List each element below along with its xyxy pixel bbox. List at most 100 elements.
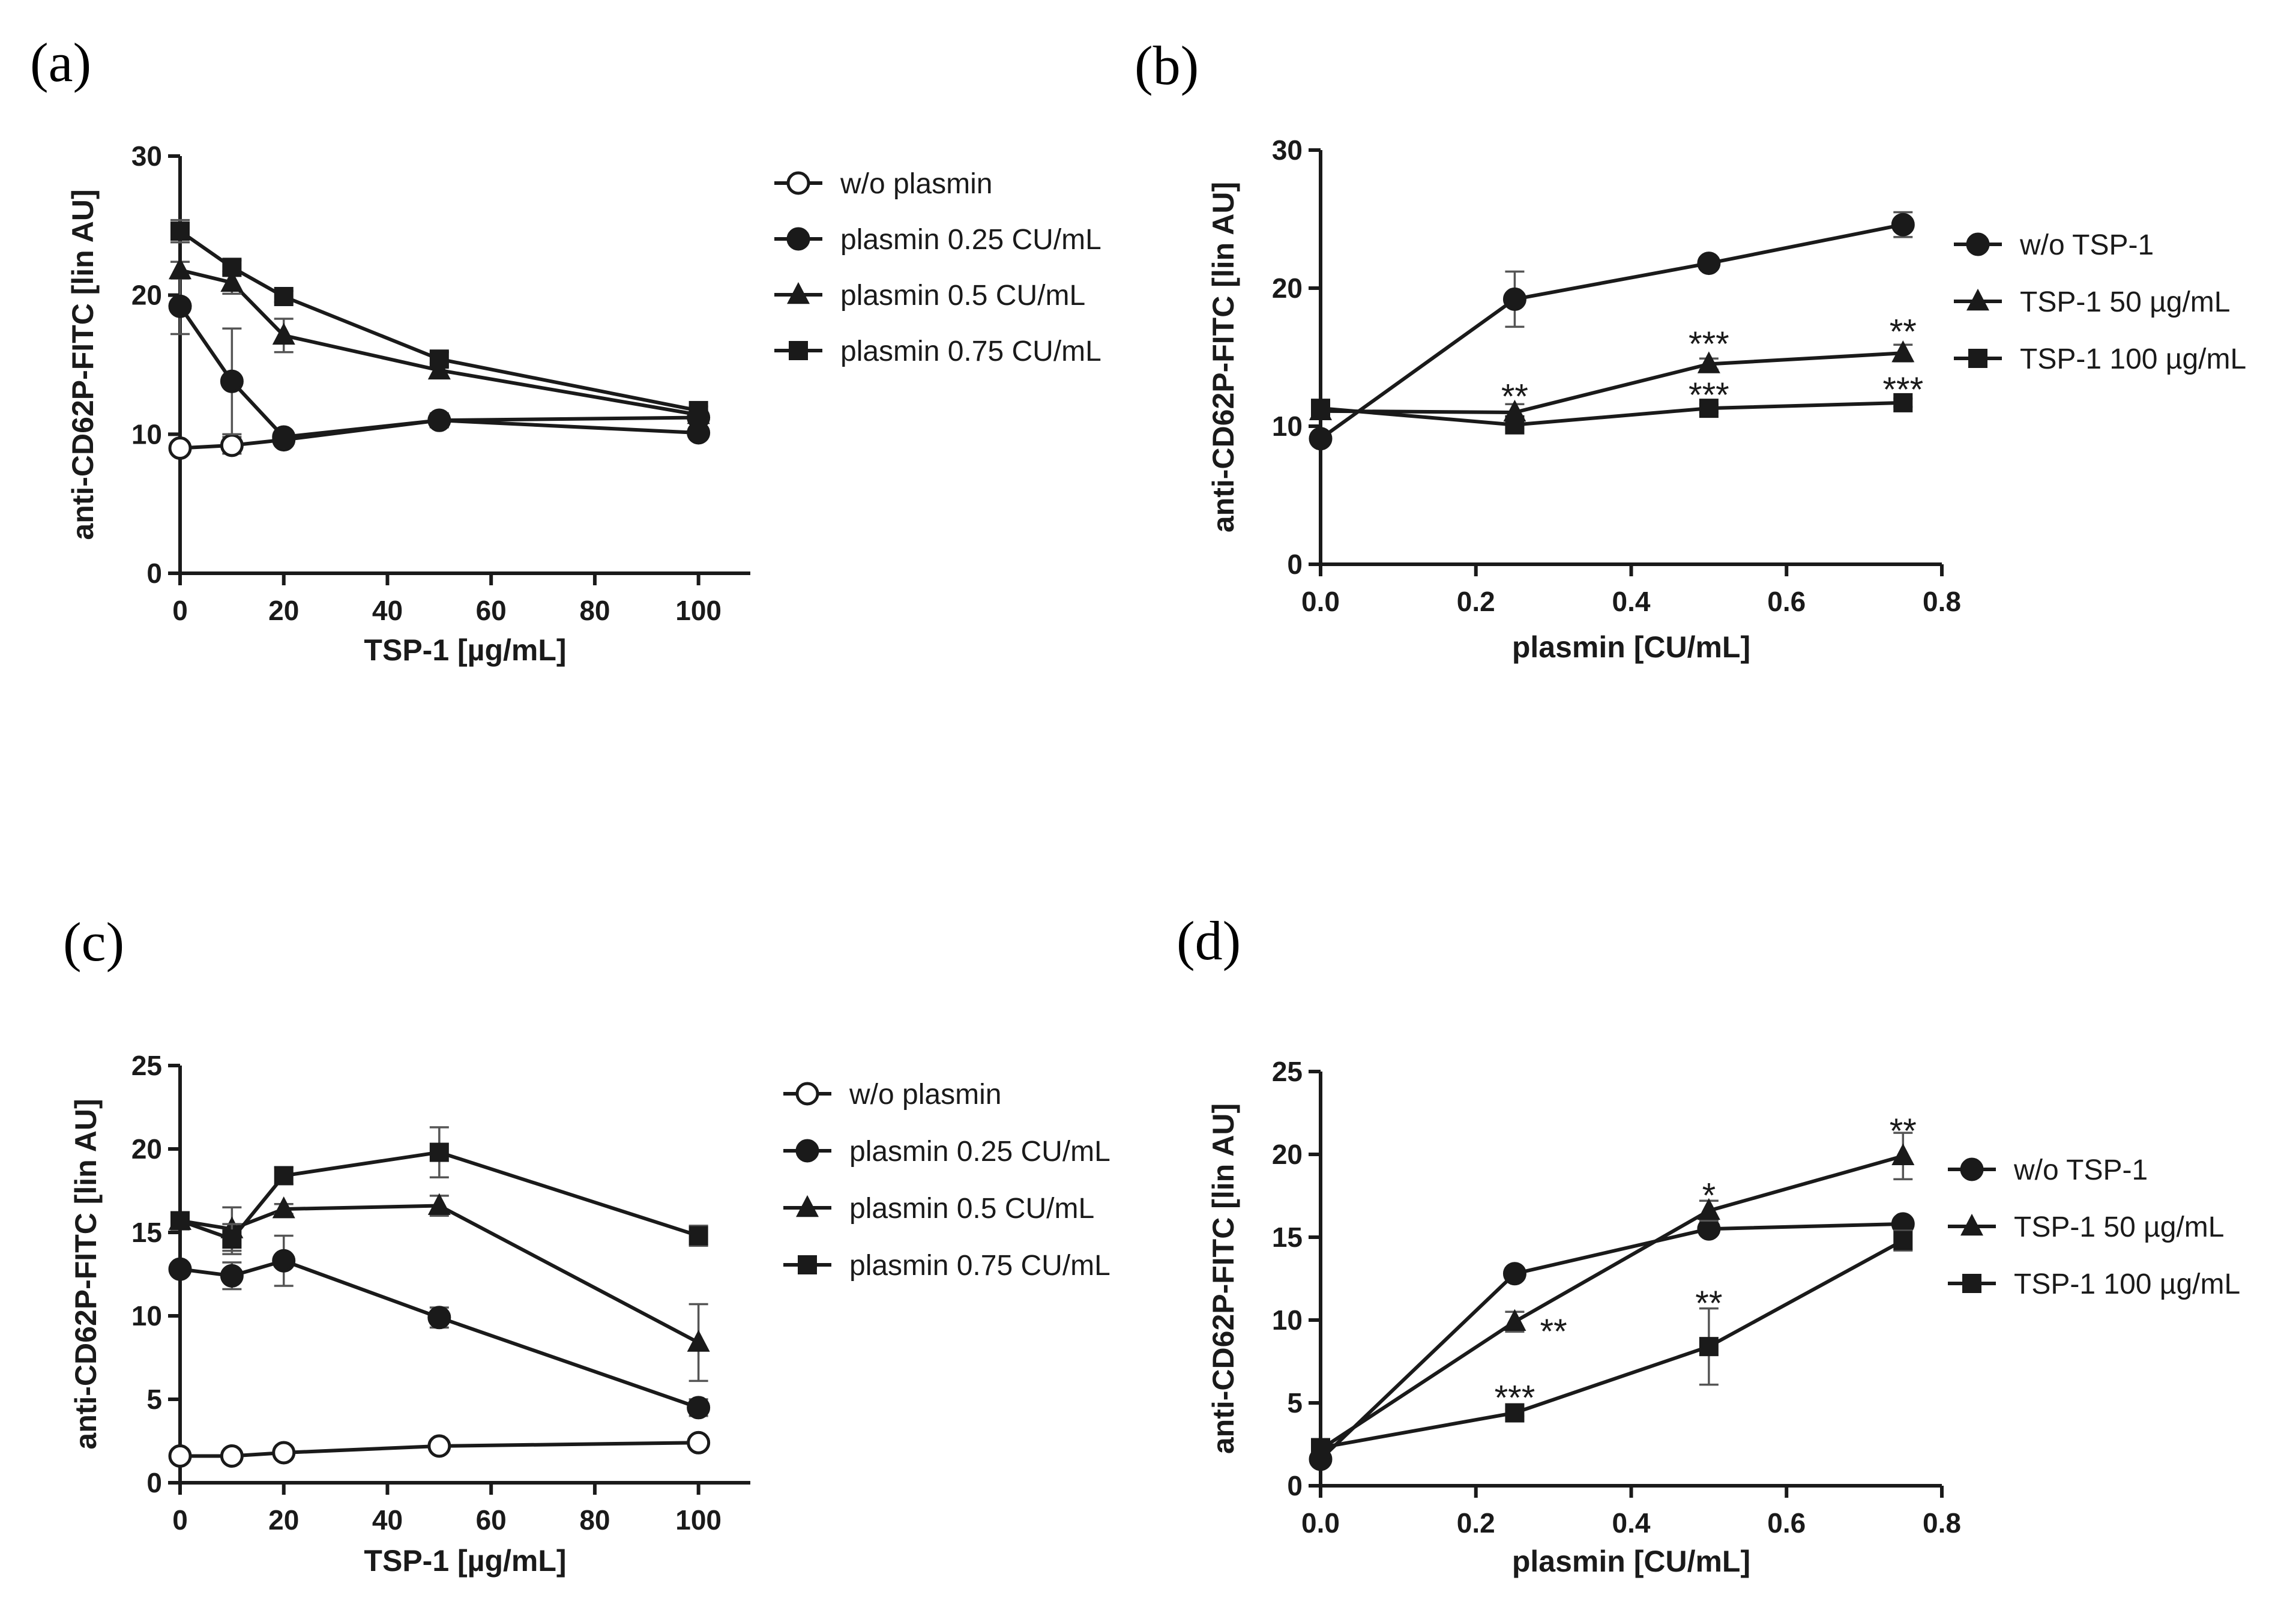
x-tick-label: 0.8 bbox=[1923, 586, 1961, 617]
series-plasmin-0-5-cu-ml bbox=[169, 1193, 710, 1382]
legend-marker bbox=[795, 1139, 819, 1163]
y-tick-label: 0 bbox=[146, 558, 162, 589]
x-axis-title: plasmin [CU/mL] bbox=[1512, 1545, 1750, 1578]
data-point bbox=[272, 322, 295, 345]
legend-marker bbox=[1968, 349, 1987, 368]
series-line bbox=[1319, 1154, 1904, 1451]
x-tick-label: 20 bbox=[268, 595, 299, 626]
y-tick-label: 0 bbox=[146, 1467, 162, 1498]
legend-marker bbox=[1962, 1274, 1981, 1293]
legend-item: plasmin 0.75 CU/mL bbox=[783, 1250, 1110, 1282]
legend-label: plasmin 0.5 CU/mL bbox=[849, 1193, 1094, 1225]
panel-label: (c) bbox=[63, 911, 124, 972]
y-tick-label: 5 bbox=[1287, 1387, 1303, 1419]
data-point bbox=[427, 1434, 451, 1458]
series-plasmin-0-25-cu-ml bbox=[168, 1234, 711, 1420]
legend-item: TSP-1 100 µg/mL bbox=[1954, 343, 2246, 375]
chart-panel-c: (c) 0 5 10 15 20 25 0 20 40 60 80 100 TSP-1 [µg/mL] an… bbox=[63, 911, 1110, 1578]
y-tick-label: 20 bbox=[131, 280, 162, 311]
series-w-o-tsp-1 bbox=[1309, 1212, 1915, 1471]
significance-annotation: * bbox=[1702, 1177, 1716, 1216]
y-tick-label: 0 bbox=[1287, 1470, 1303, 1501]
legend-label: w/o TSP-1 bbox=[2019, 229, 2154, 261]
data-point bbox=[687, 1396, 711, 1420]
data-point bbox=[1699, 1337, 1719, 1357]
y-tick-label: 10 bbox=[131, 418, 162, 450]
data-point bbox=[429, 1142, 449, 1162]
legend-label: TSP-1 100 µg/mL bbox=[2020, 343, 2246, 375]
legend-marker bbox=[1966, 232, 1990, 256]
legend-marker bbox=[787, 282, 810, 304]
x-tick-label: 0.2 bbox=[1457, 1507, 1495, 1539]
data-point bbox=[168, 294, 192, 318]
data-point bbox=[1697, 1198, 1720, 1220]
y-tick-label: 0 bbox=[1287, 549, 1303, 580]
legend-label: plasmin 0.25 CU/mL bbox=[840, 224, 1101, 256]
legend-marker bbox=[795, 1082, 819, 1106]
significance-annotation: *** bbox=[1882, 370, 1923, 409]
series-line bbox=[1320, 351, 1903, 415]
legend-marker bbox=[786, 171, 810, 195]
x-tick-label: 0.6 bbox=[1767, 586, 1806, 617]
y-tick-label: 15 bbox=[131, 1217, 162, 1248]
series-tsp-1-100-g-ml bbox=[1311, 393, 1913, 435]
significance-annotation: ** bbox=[1890, 312, 1917, 351]
y-axis-title: anti-CD62P-FITC [lin AU] bbox=[1207, 1103, 1240, 1454]
legend-item: TSP-1 50 µg/mL bbox=[1948, 1211, 2224, 1243]
legend-label: plasmin 0.75 CU/mL bbox=[849, 1250, 1110, 1282]
data-point bbox=[168, 436, 192, 460]
data-point bbox=[1891, 1143, 1915, 1166]
y-axis-title: anti-CD62P-FITC [lin AU] bbox=[66, 189, 100, 540]
legend-item: TSP-1 50 µg/mL bbox=[1954, 286, 2230, 318]
x-tick-label: 0.4 bbox=[1612, 586, 1651, 617]
y-axis-title: anti-CD62P-FITC [lin AU] bbox=[69, 1099, 103, 1449]
legend-item: w/o TSP-1 bbox=[1954, 229, 2154, 261]
chart-panel-a: (a) 0 10 20 30 0 20 40 60 80 100 TSP-1 [µg/mL] anti-… bbox=[30, 32, 1101, 667]
data-point bbox=[220, 369, 244, 393]
significance-annotation: *** bbox=[1495, 1378, 1535, 1417]
legend-label: plasmin 0.25 CU/mL bbox=[849, 1136, 1110, 1168]
panel-label: (b) bbox=[1134, 35, 1199, 96]
series-line bbox=[1320, 400, 1903, 427]
data-point bbox=[222, 1229, 242, 1249]
y-tick-label: 20 bbox=[1272, 273, 1303, 304]
legend-marker bbox=[796, 1195, 819, 1217]
data-point bbox=[1893, 1231, 1913, 1250]
y-tick-label: 20 bbox=[131, 1133, 162, 1165]
data-point bbox=[688, 400, 708, 420]
y-tick-label: 20 bbox=[1272, 1139, 1303, 1170]
data-point bbox=[688, 1226, 708, 1246]
legend-marker bbox=[1960, 1213, 1983, 1236]
legend-item: plasmin 0.75 CU/mL bbox=[774, 336, 1101, 367]
data-point bbox=[1891, 213, 1915, 237]
significance-annotation: ** bbox=[1695, 1284, 1722, 1323]
series-w-o-tsp-1 bbox=[1309, 211, 1915, 451]
x-tick-label: 60 bbox=[476, 595, 507, 626]
legend-item: plasmin 0.5 CU/mL bbox=[783, 1193, 1094, 1225]
data-point bbox=[272, 1249, 296, 1273]
data-point bbox=[1697, 1217, 1721, 1241]
data-point bbox=[170, 222, 190, 241]
x-tick-label: 0.8 bbox=[1923, 1507, 1961, 1539]
y-tick-label: 10 bbox=[1272, 1304, 1303, 1336]
significance-annotation: ** bbox=[1501, 378, 1528, 417]
data-point bbox=[274, 286, 294, 306]
legend-label: plasmin 0.75 CU/mL bbox=[840, 336, 1101, 367]
legend-marker bbox=[786, 227, 810, 251]
significance-annotation: *** bbox=[1689, 325, 1729, 364]
x-axis-title: TSP-1 [µg/mL] bbox=[364, 1544, 566, 1578]
legend-item: plasmin 0.25 CU/mL bbox=[774, 224, 1101, 256]
x-tick-label: 0 bbox=[172, 1504, 188, 1536]
x-tick-label: 80 bbox=[579, 1504, 610, 1536]
y-tick-label: 10 bbox=[131, 1300, 162, 1331]
data-point bbox=[1505, 1403, 1525, 1423]
chart-panel-b: (b) 0 10 20 30 0.0 0.2 0.4 0.6 0.8 plasmin [CU/mL]… bbox=[1134, 35, 2246, 664]
data-point bbox=[1699, 399, 1719, 418]
legend-label: TSP-1 50 µg/mL bbox=[2014, 1211, 2224, 1243]
data-point bbox=[1502, 1262, 1526, 1286]
legend-label: w/o TSP-1 bbox=[2013, 1154, 2148, 1186]
x-tick-label: 60 bbox=[476, 1504, 507, 1536]
data-point bbox=[1503, 1309, 1526, 1331]
legend-label: plasmin 0.5 CU/mL bbox=[840, 280, 1085, 312]
